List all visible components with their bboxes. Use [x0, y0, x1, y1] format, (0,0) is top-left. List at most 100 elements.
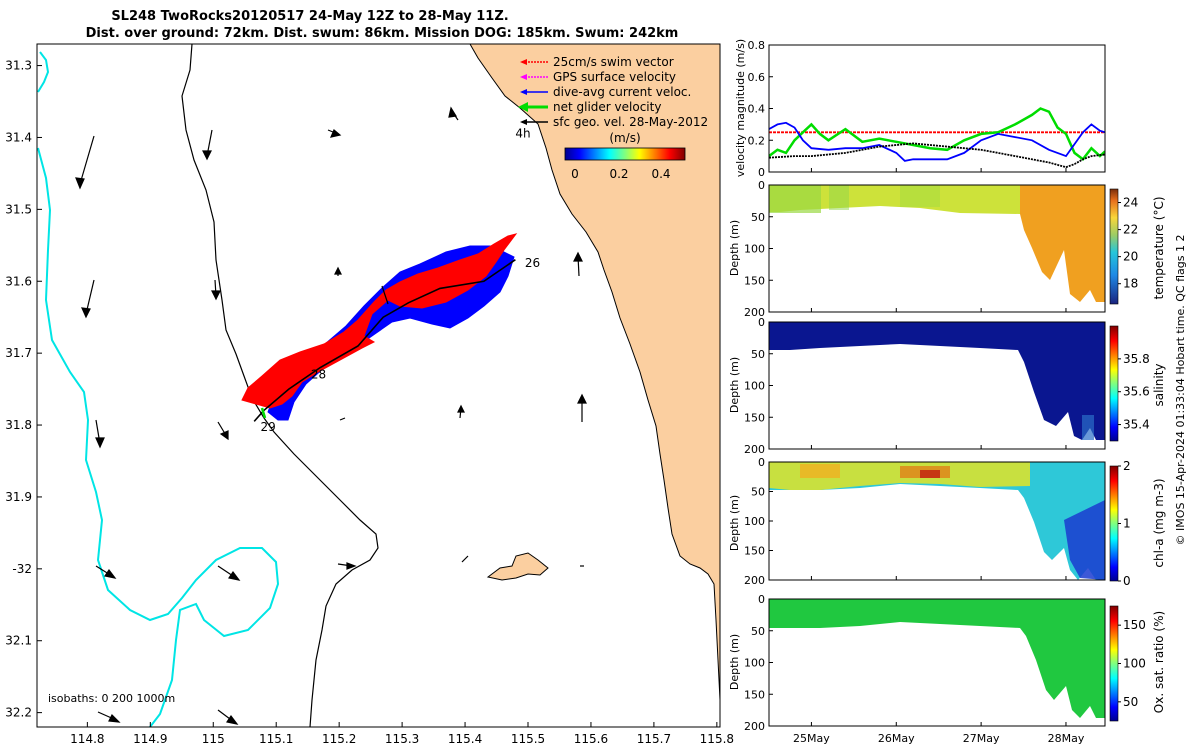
depth-tick-label: 0	[758, 593, 765, 606]
velocity-y-tick-label: 0.8	[748, 39, 766, 52]
colorbar-tick-label: 50	[1123, 695, 1138, 709]
day-label: 28	[311, 367, 326, 381]
legend-label-net: net glider velocity	[553, 100, 661, 114]
map-y-tick-label: 31.3	[5, 59, 32, 73]
map-colorbar-tick-2: 0.4	[651, 167, 670, 181]
map-y-tick-label: 31.9	[5, 490, 32, 504]
map-y-tick-label: -32	[12, 562, 32, 576]
swim-vector-swath	[241, 233, 518, 409]
colorbar-tick-label: 100	[1123, 657, 1146, 671]
day-label: 29	[260, 420, 275, 434]
colorbar-tick-label: 18	[1123, 277, 1138, 291]
credit-line: © IMOS 15-Apr-2024 01:33:04 Hobart time.…	[1174, 235, 1187, 546]
oxygen-y-axis: 0 50 100 150 200	[744, 593, 773, 733]
depth-tick-label: 200	[744, 574, 765, 587]
time-tick-label: 25May	[793, 732, 830, 745]
legend-label-gps: GPS surface velocity	[553, 70, 676, 84]
colorbar-tick-label: 1	[1123, 517, 1131, 531]
colorbar-tick-label: 150	[1123, 618, 1146, 632]
oxygen-field	[769, 599, 1105, 718]
oxygen-y-label: Depth (m)	[728, 634, 741, 690]
chla-colorbar: 2 1 0	[1118, 459, 1131, 588]
chla-y-axis: 0 50 100 150 200	[744, 456, 773, 587]
legend-item-geo: sfc geo. vel. 28-May-2012	[520, 115, 708, 129]
colorbar-tick-label: 20	[1123, 250, 1138, 264]
salinity-colorbar: 35.8 35.6 35.4	[1118, 352, 1150, 432]
map-frame	[36, 43, 721, 728]
depth-tick-label: 100	[744, 657, 765, 670]
map-x-tick-label: 115.7	[637, 732, 671, 746]
velocity-panel: 0 0.2 0.4 0.6 0.8 velocity magnitude (m/s)	[734, 39, 1106, 179]
map-colorbar: (m/s) 0 0.2 0.4	[564, 131, 686, 181]
map-y-tick-label: 31.4	[5, 130, 32, 144]
chla-colorbar-label: chl-a (mg m-3)	[1152, 478, 1166, 567]
colorbar-tick-label: 35.8	[1123, 352, 1150, 366]
legend-label-swim: 25cm/s swim vector	[553, 55, 674, 69]
legend-item-gps: GPS surface velocity	[520, 70, 676, 84]
map-y-tick-label: 31.8	[5, 418, 32, 432]
salinity-panel: 0 50 100 150 200 Depth (m) 35.8 35.6 35.4 sali…	[728, 316, 1166, 456]
legend-item-swim: 25cm/s swim vector	[520, 55, 674, 69]
depth-tick-label: 0	[758, 456, 765, 469]
colorbar-tick-label: 22	[1123, 223, 1138, 237]
map-x-tick-label: 115.1	[259, 732, 293, 746]
day-labels: 26 28 29 4h	[260, 126, 540, 433]
legend-label-geo: sfc geo. vel. 28-May-2012	[553, 115, 708, 129]
island	[486, 552, 549, 581]
depth-tick-label: 150	[744, 411, 765, 424]
time-tick-label: 27May	[963, 732, 1000, 745]
velocity-series-line	[769, 107, 1105, 162]
map-x-axis: 114.8 114.9 115 115.1 115.2 115.3 115.4 115.5 11…	[70, 722, 734, 746]
colorbar-tick-label: 2	[1123, 459, 1131, 473]
legend-label-current: dive-avg current veloc.	[553, 85, 691, 99]
colorbar-tick-label: 35.4	[1123, 418, 1150, 432]
day-label: 4h	[515, 126, 530, 140]
title-line-2: Dist. over ground: 72km. Dist. swum: 86k…	[86, 26, 679, 41]
map-x-tick-label: 115.3	[385, 732, 419, 746]
chla-panel: 0 50 100 150 200 Depth (m) 2 1 0 chl-a (mg m-3…	[728, 456, 1166, 588]
map-x-tick-label: 115.2	[322, 732, 356, 746]
velocity-y-tick-label: 0.2	[748, 134, 766, 147]
temperature-y-label: Depth (m)	[728, 220, 741, 276]
depth-tick-label: 50	[751, 211, 765, 224]
day-label: 26	[525, 256, 540, 270]
map-x-tick-label: 114.8	[70, 732, 104, 746]
time-tick-label: 26May	[878, 732, 915, 745]
salinity-colorbar-label: salinity	[1152, 363, 1166, 406]
glider-track	[253, 259, 516, 422]
temperature-colorbar-label: temperature (°C)	[1152, 197, 1166, 300]
temperature-colorbar: 24 22 20 18	[1118, 196, 1138, 291]
depth-tick-label: 200	[744, 720, 765, 733]
depth-tick-label: 150	[744, 545, 765, 558]
map-x-tick-label: 115.8	[700, 732, 734, 746]
map-x-tick-label: 115	[202, 732, 225, 746]
temperature-field-warm	[1020, 185, 1105, 302]
depth-tick-label: 50	[751, 348, 765, 361]
legend-item-net: net glider velocity	[518, 100, 661, 114]
map-y-tick-label: 32.1	[5, 634, 32, 648]
map-colorbar-tick-0: 0	[571, 167, 579, 181]
isobath-shallow-2	[37, 147, 280, 727]
map-x-tick-label: 115.4	[448, 732, 482, 746]
map-colorbar-tick-1: 0.2	[609, 167, 628, 181]
map-y-tick-label: 31.6	[5, 274, 32, 288]
depth-tick-label: 0	[758, 316, 765, 329]
time-x-axis: 25May 26May 27May 28May	[793, 168, 1085, 745]
isobath-label: isobaths: 0 200 1000m	[48, 692, 175, 705]
geo-velocity-arrows	[75, 106, 587, 725]
velocity-y-tick-label: 0	[758, 166, 765, 179]
map-x-tick-label: 115.6	[574, 732, 608, 746]
legend: 25cm/s swim vector GPS surface velocity …	[518, 55, 708, 129]
chla-y-label: Depth (m)	[728, 495, 741, 551]
temperature-y-axis: 0 50 100 150 200	[744, 179, 773, 319]
depth-tick-label: 50	[751, 486, 765, 499]
depth-tick-label: 0	[758, 179, 765, 192]
velocity-series	[769, 107, 1105, 169]
title-line-1: SL248 TwoRocks20120517 24-May 12Z to 28-…	[111, 9, 508, 24]
map-y-axis: 31.3 31.4 31.5 31.6 31.7 31.8 31.9 -32 32.1 32.2	[5, 59, 42, 720]
salinity-field	[769, 322, 1105, 440]
oxygen-colorbar: 150 100 50	[1118, 618, 1146, 709]
velocity-series-line	[769, 142, 1105, 169]
